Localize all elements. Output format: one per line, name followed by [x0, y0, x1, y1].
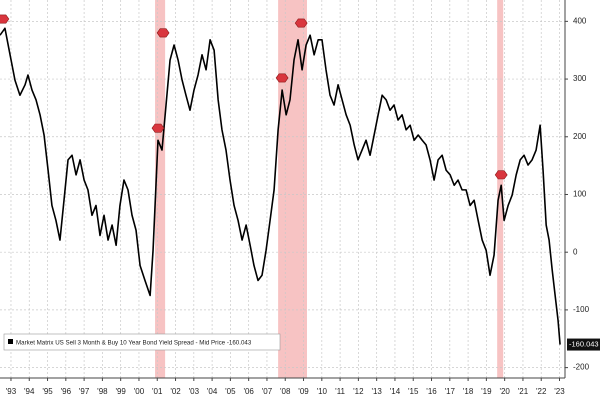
x-tick-label: '08	[280, 387, 291, 396]
legend: Market Matrix US Sell 3 Month & Buy 10 Y…	[3, 333, 281, 351]
x-tick-label: '16	[426, 387, 437, 396]
signal-marker	[151, 123, 165, 133]
y-tick-label: 0	[573, 247, 578, 256]
x-tick-label: '97	[79, 387, 90, 396]
legend-name: Market Matrix US Sell 3 Month & Buy 10 Y…	[16, 339, 226, 346]
x-tick-label: '17	[445, 387, 456, 396]
y-tick-label: 400	[573, 16, 587, 25]
x-tick-label: '99	[115, 387, 126, 396]
last-value-tag	[567, 338, 600, 351]
y-tick-label: 100	[573, 190, 587, 199]
x-tick-label: '10	[317, 387, 328, 396]
x-tick-label: '01	[152, 387, 163, 396]
signal-marker	[0, 14, 10, 24]
legend-box	[3, 333, 281, 351]
x-tick-label: '13	[371, 387, 382, 396]
x-tick-label: '12	[353, 387, 364, 396]
legend-swatch	[8, 339, 13, 344]
last-value-label: -160.043	[569, 340, 599, 349]
legend-text: Market Matrix US Sell 3 Month & Buy 10 Y…	[16, 339, 252, 346]
x-tick-label: '98	[97, 387, 108, 396]
x-tick-label: '14	[390, 387, 401, 396]
signal-marker	[156, 28, 170, 38]
series-line	[0, 27, 561, 345]
shaded-range	[278, 0, 308, 378]
y-tick-label: 200	[573, 132, 587, 141]
x-tick-label: '94	[24, 387, 35, 396]
x-tick-label: '09	[298, 387, 309, 396]
x-tick-label: '93	[6, 387, 17, 396]
signal-marker	[494, 170, 508, 180]
x-tick-label: '18	[463, 387, 474, 396]
x-tick-label: '04	[207, 387, 218, 396]
x-tick-label: '03	[189, 387, 200, 396]
x-tick-label: '19	[481, 387, 492, 396]
x-tick-label: '15	[408, 387, 419, 396]
x-tick-label: '06	[243, 387, 254, 396]
y-tick-label: 300	[573, 74, 587, 83]
y-tick-label: -200	[573, 363, 590, 372]
y-tick-label: -100	[573, 305, 590, 314]
signal-marker	[275, 73, 289, 83]
x-tick-label: '02	[170, 387, 181, 396]
x-tick-label: '21	[518, 387, 529, 396]
x-tick-label: '07	[262, 387, 273, 396]
x-tick-label: '05	[225, 387, 236, 396]
x-tick-label: '22	[536, 387, 547, 396]
x-tick-label: '00	[134, 387, 145, 396]
x-tick-label: '95	[42, 387, 53, 396]
signal-marker	[294, 18, 308, 28]
legend-value: -160.043	[227, 339, 252, 346]
x-tick-label: '11	[335, 387, 345, 396]
x-tick-label: '23	[554, 387, 565, 396]
x-tick-label: '20	[499, 387, 510, 396]
shaded-range	[155, 0, 166, 378]
x-tick-label: '96	[61, 387, 72, 396]
